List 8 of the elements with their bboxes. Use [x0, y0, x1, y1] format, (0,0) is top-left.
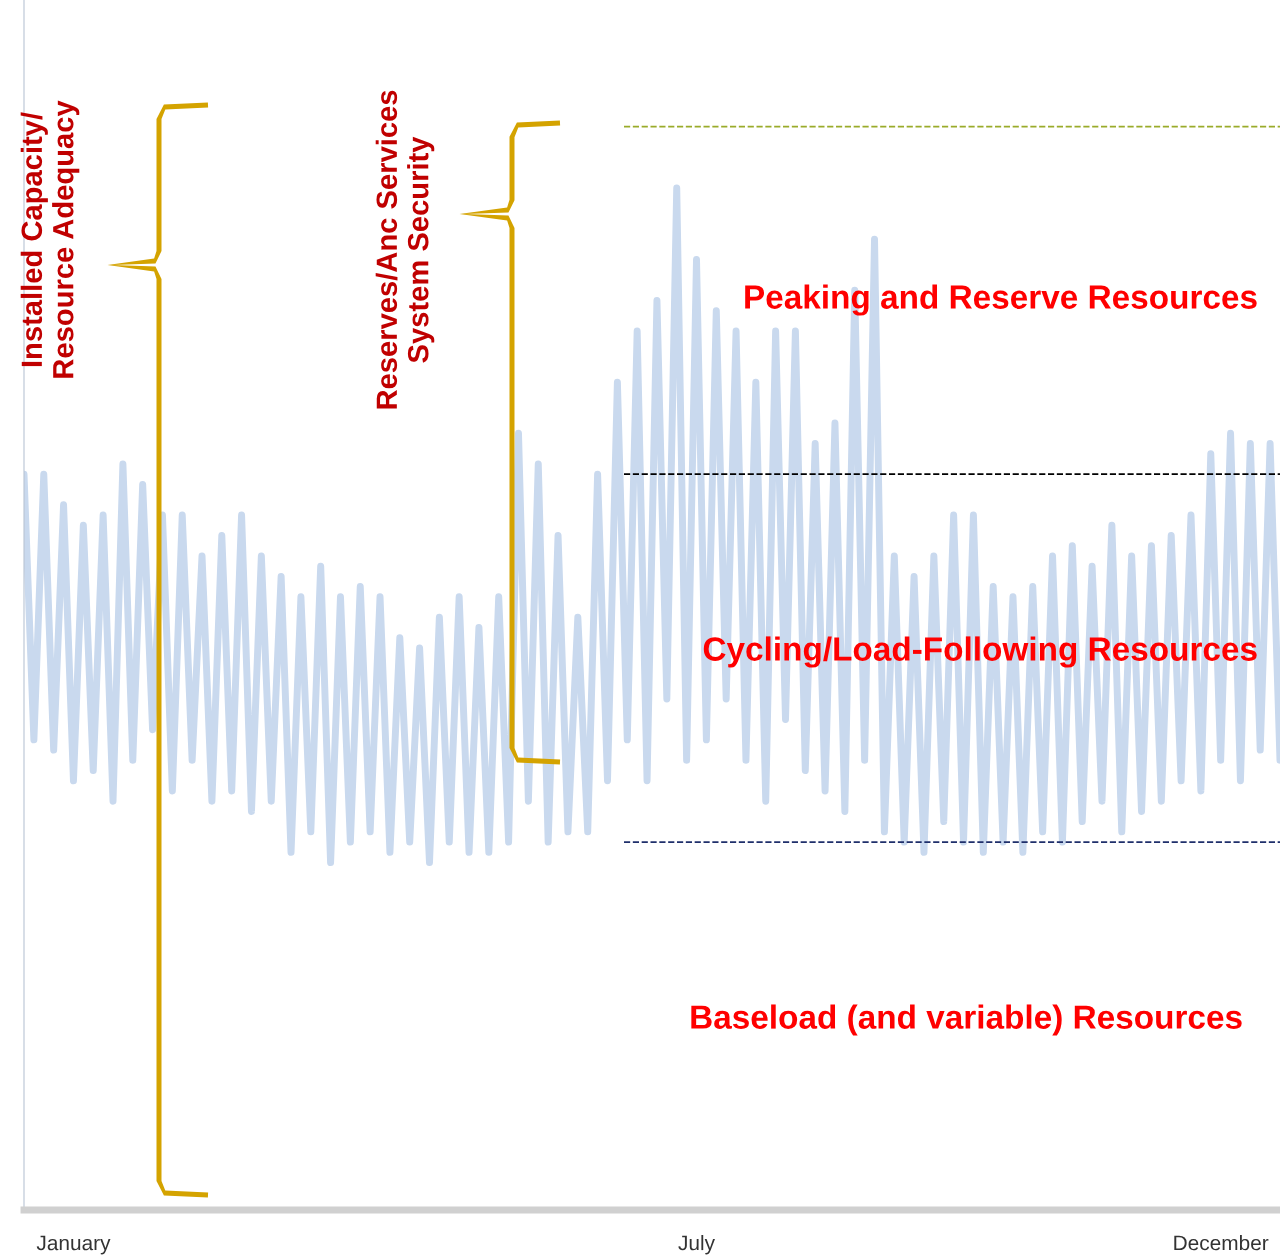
- annotation: Baseload (and variable) Resources: [691, 1004, 1242, 1036]
- x-tick-label: December: [1174, 1235, 1269, 1251]
- annotation: Installed Capacity/ Resource Adequacy: [20, 100, 80, 378]
- x-tick-label: July: [678, 1235, 715, 1255]
- x-tick-label: January: [36, 1235, 111, 1255]
- annotation: Cycling/Load-Following Resources: [703, 636, 1257, 668]
- annotation: Peaking and Reserve Resources: [745, 284, 1257, 316]
- annotation: Reserves/Anc Services System Security: [375, 90, 435, 409]
